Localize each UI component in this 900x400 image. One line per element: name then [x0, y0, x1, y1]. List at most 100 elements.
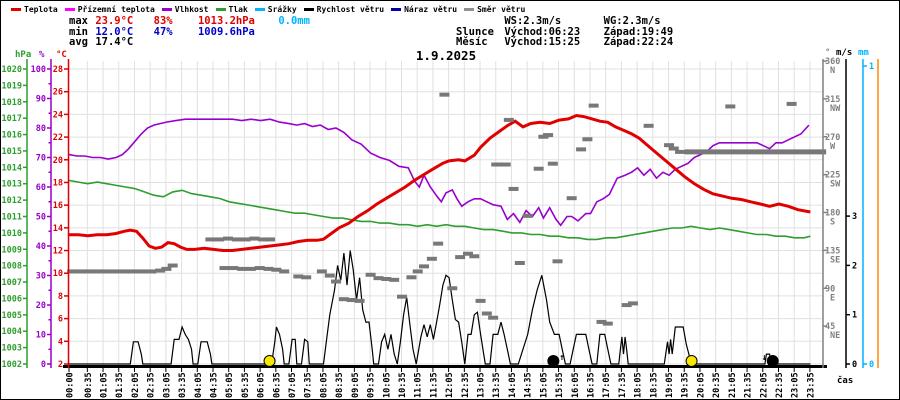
time-tick-label: 14:05: [508, 372, 518, 398]
time-tick-label: 09:05: [351, 372, 361, 398]
direction-tick-label: 180: [825, 209, 840, 219]
chart-title: 1.9.2025: [415, 48, 477, 63]
time-tick-label: 00:35: [84, 372, 94, 398]
legend-label: Teplota: [24, 5, 58, 14]
time-tick-label: 00:00: [66, 372, 76, 398]
legend-label: Vlhkost: [174, 5, 209, 14]
time-tick-label: 18:05: [634, 372, 644, 398]
temperature-tick-label: 22: [53, 133, 63, 143]
time-tick-label: 20:05: [696, 372, 706, 398]
stats-row-avg: avg 17.4°C: [69, 37, 310, 48]
temperature-tick-label: 2: [58, 360, 63, 370]
pressure-tick-label: 1012: [2, 196, 22, 206]
direction-tick-label: 360: [825, 57, 840, 67]
pressure-tick-label: 1015: [2, 147, 22, 157]
wind-gust-summary: WG:2.3m/s: [603, 15, 661, 27]
windspeed-tick-label: 3: [852, 212, 857, 222]
time-tick-label: 08:05: [319, 372, 329, 398]
time-tick-label: 19:35: [681, 372, 691, 398]
time-tick-label: 22:05: [759, 372, 769, 398]
min-temp-value: 12.0°C: [95, 25, 134, 38]
humidity-tick-label: 0: [41, 360, 46, 370]
direction-cardinal-label: W: [830, 142, 836, 152]
pressure-tick-label: 1011: [2, 213, 22, 223]
windspeed-tick-label: 0: [852, 360, 857, 370]
windspeed-tick-label: 2: [852, 261, 857, 271]
legend-label: Náraz větru: [404, 5, 458, 14]
humidity-tick-label: 40: [36, 242, 46, 252]
legend-swatch-icon: [161, 8, 172, 11]
legend-swatch-icon: [64, 8, 75, 11]
time-tick-label: 10:35: [398, 372, 408, 398]
temperature-tick-label: 16: [53, 201, 63, 211]
legend-item-4: Tlak: [215, 5, 248, 14]
time-tick-label: 08:35: [335, 372, 345, 398]
precip-tick-label: 0: [869, 360, 874, 370]
pressure-tick-label: 1020: [2, 65, 22, 75]
precip-axis-unit: mm: [858, 48, 869, 58]
temperature-tick-label: 8: [58, 292, 63, 302]
temperature-tick-label: 20: [53, 156, 63, 166]
pressure-axis-unit: hPa: [15, 50, 31, 60]
legend-label: Tlak: [228, 5, 248, 14]
pressure-tick-label: 1005: [2, 311, 22, 321]
moonset-marker: [766, 355, 779, 367]
time-tick-label: 02:05: [131, 372, 141, 398]
legend-label: Přízemní teplota: [77, 5, 155, 14]
time-tick-label: 16:05: [571, 372, 581, 398]
pressure-tick-label: 1004: [2, 327, 22, 337]
temperature-tick-label: 12: [53, 247, 63, 257]
direction-cardinal-label: E: [830, 293, 835, 303]
legend-item-3: Vlhkost: [161, 5, 209, 14]
time-axis-label: čas: [837, 375, 853, 386]
time-tick-label: 16:35: [586, 372, 596, 398]
temperature-tick-label: 28: [53, 65, 63, 75]
humidity-tick-label: 50: [36, 213, 46, 223]
time-tick-label: 05:35: [241, 372, 251, 398]
time-tick-label: 03:35: [178, 372, 188, 398]
sun-row: Slunce Východ:06:23 Západ:19:49: [456, 25, 673, 38]
precip-tick-label: 1: [869, 62, 874, 72]
time-tick-label: 15:05: [539, 372, 549, 398]
pressure-tick-label: 1010: [2, 229, 22, 239]
humidity-tick-label: 70: [36, 154, 46, 164]
legend-item-1: Teplota: [11, 5, 58, 14]
time-tick-label: 07:35: [304, 372, 314, 398]
direction-cardinal-label: S: [830, 218, 835, 228]
moon-label: Měsíc: [456, 36, 488, 48]
humidity-tick-label: 60: [36, 183, 46, 193]
legend-label: Směr větru: [477, 5, 526, 14]
temperature-tick-label: 26: [53, 88, 63, 98]
time-tick-label: 17:05: [602, 372, 612, 398]
legend-swatch-icon: [254, 8, 265, 11]
sunrise-marker: [263, 355, 276, 367]
chart-legend: Teplota Přízemní teplota Vlhkost Tlak Srážky…: [11, 5, 525, 14]
time-axis: [63, 365, 827, 368]
direction-tick-label: 270: [825, 133, 840, 143]
direction-axis-unit: °: [825, 48, 830, 58]
moon-row: Měsíc Východ:15:25 Západ:22:24: [456, 37, 673, 48]
legend-item-2: Přízemní teplota: [64, 5, 155, 14]
direction-cardinal-label: NE: [830, 331, 840, 341]
sun-label: Slunce: [456, 25, 494, 38]
legend-swatch-icon: [464, 8, 475, 11]
time-tick-label: 21:35: [744, 372, 754, 398]
astro-block: WS:2.3m/s WG:2.3m/s Slunce Východ:06:23 …: [456, 16, 673, 48]
legend-label: Rychlost větru: [316, 5, 385, 14]
max-humidity-value: 83%: [153, 15, 173, 27]
stats-row-max: max 23.9°C 83% 1013.2hPa 0.0mm: [69, 16, 310, 27]
stats-block: max 23.9°C 83% 1013.2hPa 0.0mm min 12.0°…: [69, 16, 310, 48]
legend-item-5: Srážky: [254, 5, 297, 14]
legend-item-7: Náraz větru: [391, 5, 457, 14]
pressure-tick-label: 1009: [2, 245, 22, 255]
max-label: max: [69, 15, 88, 27]
legend-swatch-icon: [11, 8, 21, 11]
direction-cardinal-label: SW: [830, 180, 841, 190]
time-tick-label: 12:05: [445, 372, 455, 398]
legend-item-8: Směr větru: [464, 5, 525, 14]
time-tick-label: 19:05: [665, 372, 675, 398]
humidity-tick-label: 100: [31, 65, 46, 75]
pressure-tick-label: 1007: [2, 278, 22, 288]
